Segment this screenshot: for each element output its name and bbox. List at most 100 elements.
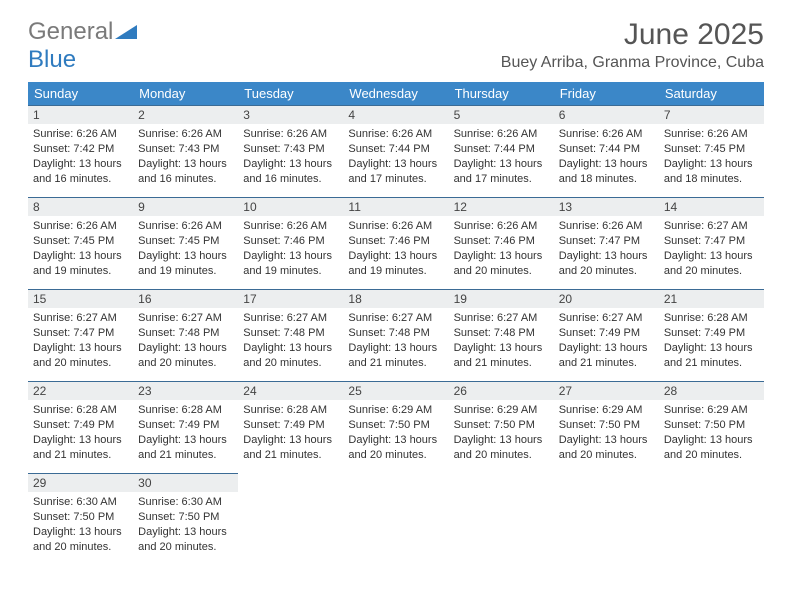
day-details: Sunrise: 6:26 AMSunset: 7:43 PMDaylight:…	[133, 124, 238, 192]
calendar-cell: 5Sunrise: 6:26 AMSunset: 7:44 PMDaylight…	[449, 105, 554, 197]
calendar-cell: 7Sunrise: 6:26 AMSunset: 7:45 PMDaylight…	[659, 105, 764, 197]
calendar-cell: 13Sunrise: 6:26 AMSunset: 7:47 PMDayligh…	[554, 197, 659, 289]
day-number: 24	[238, 381, 343, 400]
weekday-header: Monday	[133, 82, 238, 105]
day-details: Sunrise: 6:26 AMSunset: 7:46 PMDaylight:…	[449, 216, 554, 284]
calendar-cell: 20Sunrise: 6:27 AMSunset: 7:49 PMDayligh…	[554, 289, 659, 381]
day-details: Sunrise: 6:26 AMSunset: 7:42 PMDaylight:…	[28, 124, 133, 192]
day-details: Sunrise: 6:28 AMSunset: 7:49 PMDaylight:…	[659, 308, 764, 376]
calendar-cell: 12Sunrise: 6:26 AMSunset: 7:46 PMDayligh…	[449, 197, 554, 289]
day-details: Sunrise: 6:27 AMSunset: 7:49 PMDaylight:…	[554, 308, 659, 376]
day-number: 25	[343, 381, 448, 400]
day-details: Sunrise: 6:27 AMSunset: 7:48 PMDaylight:…	[238, 308, 343, 376]
day-details: Sunrise: 6:30 AMSunset: 7:50 PMDaylight:…	[28, 492, 133, 560]
calendar-cell: 8Sunrise: 6:26 AMSunset: 7:45 PMDaylight…	[28, 197, 133, 289]
calendar-cell: 19Sunrise: 6:27 AMSunset: 7:48 PMDayligh…	[449, 289, 554, 381]
day-details: Sunrise: 6:26 AMSunset: 7:45 PMDaylight:…	[659, 124, 764, 192]
day-number: 12	[449, 197, 554, 216]
day-details: Sunrise: 6:28 AMSunset: 7:49 PMDaylight:…	[28, 400, 133, 468]
calendar-cell: 24Sunrise: 6:28 AMSunset: 7:49 PMDayligh…	[238, 381, 343, 473]
weekday-header: Sunday	[28, 82, 133, 105]
day-number: 4	[343, 105, 448, 124]
calendar-cell: 29Sunrise: 6:30 AMSunset: 7:50 PMDayligh…	[28, 473, 133, 565]
day-number: 17	[238, 289, 343, 308]
calendar-cell: 22Sunrise: 6:28 AMSunset: 7:49 PMDayligh…	[28, 381, 133, 473]
day-number: 16	[133, 289, 238, 308]
day-number: 30	[133, 473, 238, 492]
logo-text-blue: Blue	[28, 46, 76, 73]
day-details: Sunrise: 6:27 AMSunset: 7:48 PMDaylight:…	[343, 308, 448, 376]
day-number: 29	[28, 473, 133, 492]
day-number: 23	[133, 381, 238, 400]
day-number: 20	[554, 289, 659, 308]
day-number: 26	[449, 381, 554, 400]
day-number: 3	[238, 105, 343, 124]
weekday-header: Friday	[554, 82, 659, 105]
day-number: 19	[449, 289, 554, 308]
calendar-cell: 16Sunrise: 6:27 AMSunset: 7:48 PMDayligh…	[133, 289, 238, 381]
calendar-cell: 6Sunrise: 6:26 AMSunset: 7:44 PMDaylight…	[554, 105, 659, 197]
day-number: 10	[238, 197, 343, 216]
calendar-cell: 1Sunrise: 6:26 AMSunset: 7:42 PMDaylight…	[28, 105, 133, 197]
day-details: Sunrise: 6:29 AMSunset: 7:50 PMDaylight:…	[659, 400, 764, 468]
day-details: Sunrise: 6:27 AMSunset: 7:47 PMDaylight:…	[28, 308, 133, 376]
day-number: 27	[554, 381, 659, 400]
logo-text-general: General	[28, 18, 113, 45]
day-details: Sunrise: 6:26 AMSunset: 7:46 PMDaylight:…	[343, 216, 448, 284]
calendar-cell: 10Sunrise: 6:26 AMSunset: 7:46 PMDayligh…	[238, 197, 343, 289]
calendar-cell: 25Sunrise: 6:29 AMSunset: 7:50 PMDayligh…	[343, 381, 448, 473]
day-details: Sunrise: 6:26 AMSunset: 7:45 PMDaylight:…	[28, 216, 133, 284]
day-details: Sunrise: 6:29 AMSunset: 7:50 PMDaylight:…	[554, 400, 659, 468]
day-number: 2	[133, 105, 238, 124]
day-details: Sunrise: 6:27 AMSunset: 7:48 PMDaylight:…	[133, 308, 238, 376]
day-details: Sunrise: 6:26 AMSunset: 7:44 PMDaylight:…	[343, 124, 448, 192]
day-details: Sunrise: 6:26 AMSunset: 7:47 PMDaylight:…	[554, 216, 659, 284]
calendar-cell: ..	[343, 473, 448, 565]
weekday-header: Saturday	[659, 82, 764, 105]
calendar-cell: 11Sunrise: 6:26 AMSunset: 7:46 PMDayligh…	[343, 197, 448, 289]
calendar-cell: ..	[238, 473, 343, 565]
day-number: 5	[449, 105, 554, 124]
calendar-cell: 17Sunrise: 6:27 AMSunset: 7:48 PMDayligh…	[238, 289, 343, 381]
calendar-cell: 2Sunrise: 6:26 AMSunset: 7:43 PMDaylight…	[133, 105, 238, 197]
day-details: Sunrise: 6:26 AMSunset: 7:44 PMDaylight:…	[449, 124, 554, 192]
day-details: Sunrise: 6:26 AMSunset: 7:46 PMDaylight:…	[238, 216, 343, 284]
calendar-cell: 4Sunrise: 6:26 AMSunset: 7:44 PMDaylight…	[343, 105, 448, 197]
page-header: General Blue June 2025 Buey Arriba, Gran…	[28, 18, 764, 74]
day-number: 9	[133, 197, 238, 216]
day-number: 1	[28, 105, 133, 124]
day-number: 6	[554, 105, 659, 124]
calendar-body: 1Sunrise: 6:26 AMSunset: 7:42 PMDaylight…	[28, 105, 764, 565]
calendar-cell: ..	[659, 473, 764, 565]
day-details: Sunrise: 6:26 AMSunset: 7:45 PMDaylight:…	[133, 216, 238, 284]
day-details: Sunrise: 6:27 AMSunset: 7:47 PMDaylight:…	[659, 216, 764, 284]
calendar-table: SundayMondayTuesdayWednesdayThursdayFrid…	[28, 82, 764, 565]
calendar-cell: ..	[554, 473, 659, 565]
day-details: Sunrise: 6:26 AMSunset: 7:43 PMDaylight:…	[238, 124, 343, 192]
day-number: 8	[28, 197, 133, 216]
calendar-cell: 15Sunrise: 6:27 AMSunset: 7:47 PMDayligh…	[28, 289, 133, 381]
brand-logo: General Blue	[28, 18, 137, 74]
calendar-head: SundayMondayTuesdayWednesdayThursdayFrid…	[28, 82, 764, 105]
day-number: 15	[28, 289, 133, 308]
day-details: Sunrise: 6:26 AMSunset: 7:44 PMDaylight:…	[554, 124, 659, 192]
day-number: 18	[343, 289, 448, 308]
day-details: Sunrise: 6:29 AMSunset: 7:50 PMDaylight:…	[449, 400, 554, 468]
calendar-cell: ..	[449, 473, 554, 565]
day-details: Sunrise: 6:28 AMSunset: 7:49 PMDaylight:…	[238, 400, 343, 468]
title-block: June 2025 Buey Arriba, Granma Province, …	[501, 18, 764, 72]
calendar-cell: 14Sunrise: 6:27 AMSunset: 7:47 PMDayligh…	[659, 197, 764, 289]
day-number: 14	[659, 197, 764, 216]
day-number: 7	[659, 105, 764, 124]
calendar-cell: 21Sunrise: 6:28 AMSunset: 7:49 PMDayligh…	[659, 289, 764, 381]
day-details: Sunrise: 6:29 AMSunset: 7:50 PMDaylight:…	[343, 400, 448, 468]
day-number: 28	[659, 381, 764, 400]
calendar-cell: 18Sunrise: 6:27 AMSunset: 7:48 PMDayligh…	[343, 289, 448, 381]
calendar-cell: 28Sunrise: 6:29 AMSunset: 7:50 PMDayligh…	[659, 381, 764, 473]
calendar-cell: 23Sunrise: 6:28 AMSunset: 7:49 PMDayligh…	[133, 381, 238, 473]
weekday-header: Wednesday	[343, 82, 448, 105]
month-title: June 2025	[501, 18, 764, 52]
day-number: 21	[659, 289, 764, 308]
weekday-header: Thursday	[449, 82, 554, 105]
day-details: Sunrise: 6:27 AMSunset: 7:48 PMDaylight:…	[449, 308, 554, 376]
